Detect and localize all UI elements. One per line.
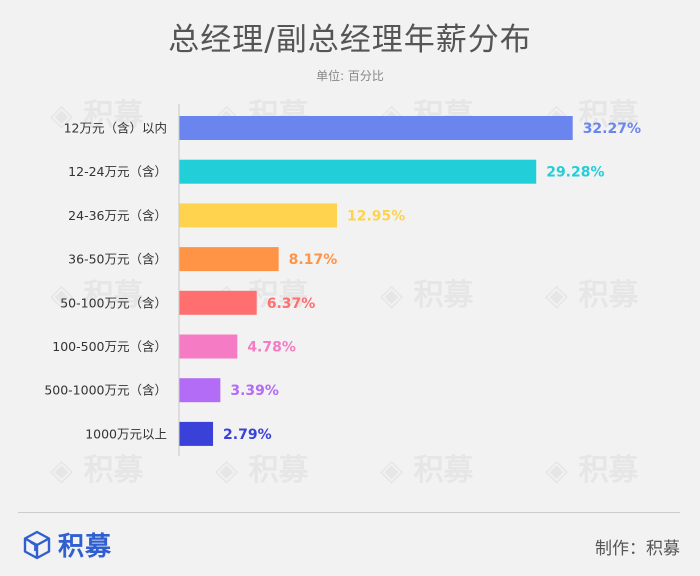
brand-logo-text: 积募	[58, 532, 113, 562]
category-label: 100-500万元（含）	[52, 339, 167, 354]
watermark-text: ◈ 积募	[380, 270, 474, 314]
bar	[179, 116, 573, 140]
bar	[179, 247, 279, 272]
bar	[179, 378, 221, 403]
chart-title: 总经理/副总经理年薪分布	[168, 22, 532, 58]
category-label: 50-100万元（含）	[60, 295, 167, 310]
bar	[179, 334, 238, 359]
bar	[179, 421, 214, 446]
bar	[179, 290, 257, 315]
category-label: 12-24万元（含）	[68, 164, 167, 179]
bar	[179, 203, 337, 228]
watermark-text: ◈ 积募	[50, 90, 144, 134]
credit-text: 制作：积募	[595, 539, 680, 559]
cube-logo-icon	[23, 530, 51, 559]
value-label: 8.17%	[289, 252, 338, 268]
watermark-text: ◈ 积募	[50, 445, 144, 489]
value-label: 3.39%	[230, 383, 279, 399]
chart-unit-label: 单位: 百分比	[316, 69, 384, 83]
value-label: 29.28%	[546, 165, 604, 181]
watermark-text: ◈ 积募	[380, 445, 474, 489]
value-label: 32.27%	[583, 121, 641, 137]
category-label: 12万元（含）以内	[64, 121, 167, 136]
value-label: 2.79%	[223, 427, 272, 443]
category-label: 500-1000万元（含）	[44, 383, 167, 398]
value-label: 12.95%	[347, 208, 405, 224]
value-label: 6.37%	[267, 296, 316, 312]
watermark-text: ◈ 积募	[545, 445, 639, 489]
category-label: 1000万元以上	[85, 426, 167, 441]
bar	[179, 159, 537, 184]
watermark-text: ◈ 积募	[545, 270, 639, 314]
brand-logo: 积募	[22, 526, 112, 563]
footer-divider	[18, 512, 680, 513]
watermark-text: ◈ 积募	[215, 445, 309, 489]
category-label: 36-50万元（含）	[68, 252, 167, 267]
bar-chart: 12万元（含）以内 32.27% 12-24万元（含） 29.28% 24-36万元（含…	[44, 104, 641, 456]
category-label: 24-36万元（含）	[68, 208, 167, 223]
value-label: 4.78%	[247, 340, 296, 356]
watermark-text: ◈ 积募	[50, 270, 144, 314]
